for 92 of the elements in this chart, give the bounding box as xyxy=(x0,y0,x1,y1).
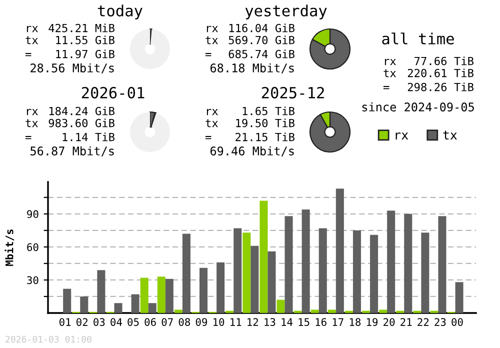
text: since 2024-09-05 xyxy=(362,102,474,112)
text: 28.56 Mbit/s xyxy=(30,63,114,74)
chart-title: today xyxy=(98,4,142,20)
bar xyxy=(174,310,182,313)
x-tick-label: 20 xyxy=(384,318,395,326)
x-tick-label: 19 xyxy=(366,318,378,326)
text: rx 425.21 MiB xyxy=(26,24,114,32)
x-tick-label: 14 xyxy=(282,318,292,326)
bar xyxy=(284,216,293,313)
chart-title: 2025-12 xyxy=(262,86,324,98)
bar xyxy=(336,188,344,313)
text: rx 1.65 TiB xyxy=(206,106,294,116)
bar xyxy=(379,310,388,313)
text: = 11.97 GiB xyxy=(25,50,114,58)
bar xyxy=(250,246,259,313)
donut-slice xyxy=(309,111,351,153)
text: rx 184.24 GiB xyxy=(26,106,114,116)
bar xyxy=(165,278,174,313)
bar xyxy=(216,262,225,313)
bar xyxy=(268,251,276,313)
x-tick-label: 02 xyxy=(76,318,88,326)
text: 68.18 Mbit/s xyxy=(210,63,294,74)
bar xyxy=(404,214,412,313)
text: = 685.74 GiB xyxy=(205,50,294,58)
x-tick-label: 15 xyxy=(298,318,310,326)
x-tick-label: 16 xyxy=(316,318,326,326)
x-tick-label: 05 xyxy=(128,318,139,326)
y-tick-label: 30 xyxy=(27,276,38,284)
y-tick-label: 90 xyxy=(27,210,38,218)
x-tick-label: 18 xyxy=(350,318,361,326)
bar xyxy=(200,268,208,313)
x-tick-label: 17 xyxy=(332,318,344,326)
x-tick-label: 03 xyxy=(94,318,105,326)
text: rx 116.04 GiB xyxy=(206,24,294,32)
text: = 1.14 TiB xyxy=(25,132,114,142)
text: 69.46 Mbit/s xyxy=(210,146,294,156)
donut-slice xyxy=(309,28,351,70)
bar xyxy=(182,234,190,313)
bar xyxy=(260,200,268,313)
text: = 21.15 TiB xyxy=(205,132,294,142)
text: tx 19.50 TiB xyxy=(206,118,294,128)
x-tick-label: 13 xyxy=(264,318,276,326)
x-tick-label: 22 xyxy=(418,318,429,326)
donut-slice xyxy=(130,29,170,69)
x-tick-label: 04 xyxy=(110,318,122,326)
bar xyxy=(63,288,72,313)
x-tick-label: 09 xyxy=(196,318,208,326)
x-tick-label: 07 xyxy=(162,318,173,326)
bar xyxy=(97,270,106,313)
bar xyxy=(421,232,430,313)
text: rx 77.66 TiB xyxy=(384,56,474,66)
x-tick-label: 00 xyxy=(452,318,463,326)
bar xyxy=(80,296,88,313)
text: all time xyxy=(382,32,454,44)
bar xyxy=(276,300,285,313)
bar xyxy=(140,278,148,313)
text: tx 220.61 TiB xyxy=(384,68,474,78)
bar xyxy=(310,310,319,313)
bar xyxy=(438,216,446,313)
y-axis-title: Mbit/s xyxy=(4,230,14,266)
text: tx 983.60 GiB xyxy=(26,118,114,128)
bar xyxy=(302,210,310,313)
bar xyxy=(318,228,327,313)
x-tick-label: 06 xyxy=(144,318,156,326)
bar xyxy=(148,303,156,313)
chart-title: 2026-01 xyxy=(82,86,144,98)
text: tx 11.55 GiB xyxy=(26,36,114,44)
x-tick-label: 08 xyxy=(178,318,190,326)
chart-title: yesterday xyxy=(245,4,327,20)
text: = 298.26 TiB xyxy=(383,82,474,92)
x-tick-label: 10 xyxy=(214,318,224,326)
legend-label: rx xyxy=(396,132,408,140)
text: 56.87 Mbit/s xyxy=(30,146,114,156)
x-tick-label: 12 xyxy=(248,318,258,326)
bar xyxy=(455,282,464,313)
legend-label: tx xyxy=(443,130,457,140)
bar xyxy=(242,232,251,313)
bar xyxy=(131,294,140,313)
bar xyxy=(114,303,122,313)
donut-slice xyxy=(130,112,170,152)
bar xyxy=(328,310,336,313)
bar xyxy=(234,228,242,313)
x-tick-label: 01 xyxy=(59,318,71,326)
bar xyxy=(387,210,396,313)
bar xyxy=(352,230,361,313)
bar xyxy=(157,276,166,313)
y-tick-label: 60 xyxy=(27,243,38,252)
x-tick-label: 23 xyxy=(434,318,446,326)
x-tick-label: 21 xyxy=(400,318,412,326)
text: tx 569.70 GiB xyxy=(206,36,294,44)
bar xyxy=(370,234,378,313)
x-tick-label: 11 xyxy=(230,318,242,326)
